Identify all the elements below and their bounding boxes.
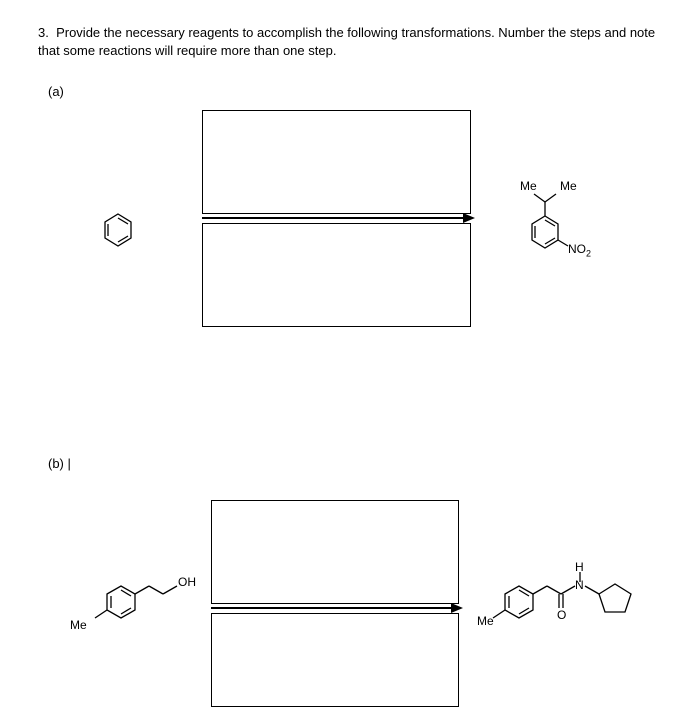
answer-box-b-bottom[interactable]: [211, 613, 459, 707]
no2-label: NO2: [568, 242, 591, 258]
answer-box-b-top[interactable]: [211, 500, 459, 604]
question-number: 3. Provide the necessary reagents to acc…: [38, 24, 658, 60]
me-label-2: Me: [560, 179, 577, 193]
arrowhead-b: [451, 601, 465, 615]
o-label: O: [557, 608, 566, 622]
answer-box-a-top[interactable]: [202, 110, 471, 214]
me-label-4: Me: [477, 614, 494, 628]
n-label: N: [575, 578, 584, 592]
benzene-start-a: [98, 210, 138, 250]
h-label: H: [575, 560, 584, 574]
q-text: Provide the necessary reagents to accomp…: [38, 25, 655, 58]
me-label-1: Me: [520, 179, 537, 193]
reaction-arrow-a: [202, 217, 469, 219]
part-a-label: (a): [48, 84, 64, 99]
oh-label: OH: [178, 575, 196, 589]
me-label-3: Me: [70, 618, 87, 632]
part-b-label: (b) |: [48, 456, 71, 471]
arrowhead-a: [463, 211, 477, 225]
q-num: 3.: [38, 25, 49, 40]
reaction-arrow-b: [211, 607, 457, 609]
answer-box-a-bottom[interactable]: [202, 223, 471, 327]
